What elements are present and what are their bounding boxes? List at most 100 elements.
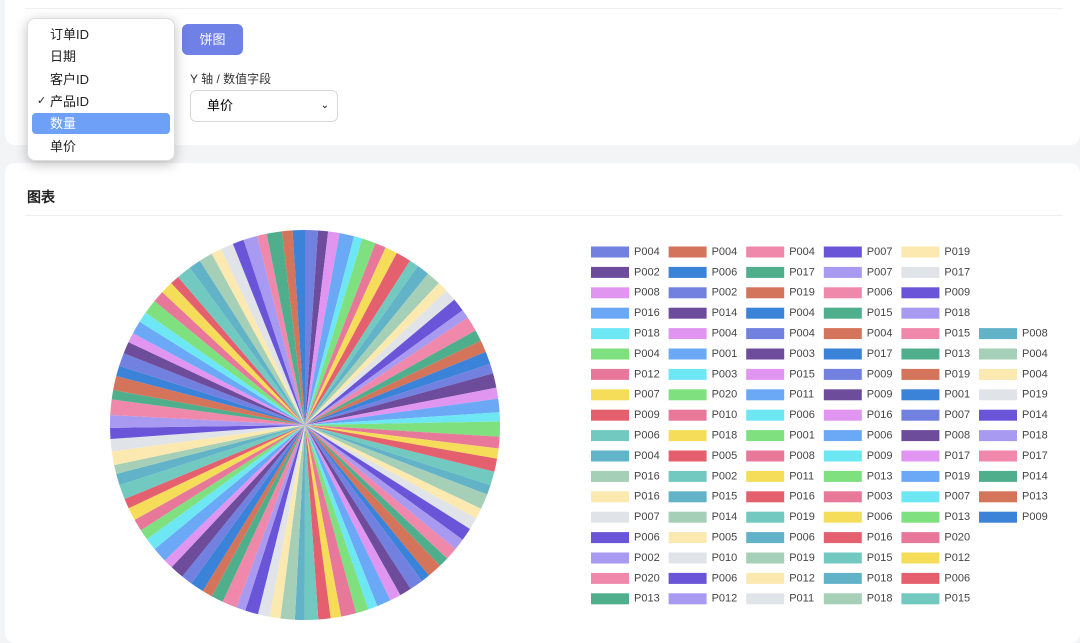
controls-card: 饼图 Y 轴 / 数值字段 单价 ⌄ xyxy=(5,0,1080,145)
legend-label: P018 xyxy=(867,572,893,584)
legend-label: P006 xyxy=(944,572,970,584)
legend-label: P016 xyxy=(867,409,893,421)
pie-slice xyxy=(305,299,463,425)
pie-slice xyxy=(119,353,306,425)
pie-slice xyxy=(134,425,305,531)
legend-swatch xyxy=(901,450,940,462)
legend-swatch xyxy=(901,287,940,299)
legend-swatch xyxy=(591,593,629,605)
pie-slice xyxy=(128,333,305,425)
pie-slice xyxy=(243,235,305,425)
pie-slice xyxy=(305,230,329,425)
legend-label: P006 xyxy=(867,430,893,442)
legend-label: P013 xyxy=(944,348,970,360)
legend-swatch xyxy=(823,287,862,299)
legend-label: P019 xyxy=(789,287,815,299)
legend-label: P001 xyxy=(789,430,815,442)
legend-swatch xyxy=(746,491,785,503)
legend-label: P013 xyxy=(1022,491,1048,503)
legend-swatch xyxy=(668,266,707,278)
legend-swatch xyxy=(746,307,785,319)
pie-slice xyxy=(305,425,477,529)
legend-label: P004 xyxy=(712,246,738,258)
legend-label: P004 xyxy=(634,246,660,258)
pie-slice xyxy=(145,301,305,425)
dropdown-option[interactable]: 单价 xyxy=(32,136,170,157)
legend-swatch xyxy=(901,532,940,544)
legend-label: P014 xyxy=(1022,409,1048,421)
legend-swatch xyxy=(746,328,785,340)
legend-label: P019 xyxy=(944,470,970,482)
pie-slice xyxy=(119,425,305,499)
legend-label: P004 xyxy=(789,246,815,258)
legend-swatch xyxy=(823,266,862,278)
legend-swatch xyxy=(746,572,785,584)
legend-label: P001 xyxy=(712,348,738,360)
legend-label: P015 xyxy=(867,552,893,564)
pie-slice xyxy=(305,243,386,425)
legend-swatch xyxy=(591,532,629,544)
divider xyxy=(25,8,1063,9)
legend-label: P003 xyxy=(789,348,815,360)
pie-slice xyxy=(305,425,500,449)
pie-slice xyxy=(189,260,305,425)
pie-slice xyxy=(114,425,305,474)
pie-slice xyxy=(305,231,340,425)
legend-swatch xyxy=(668,470,707,482)
pie-slice xyxy=(305,425,463,549)
legend-label: P002 xyxy=(634,266,660,278)
legend-label: P017 xyxy=(867,348,893,360)
pie-slice xyxy=(269,425,305,619)
pie-slice xyxy=(110,399,306,425)
pie-slice xyxy=(305,425,357,617)
legend-swatch xyxy=(979,348,1017,360)
legend-swatch xyxy=(746,409,785,421)
legend-swatch xyxy=(979,409,1017,421)
legend-label: P001 xyxy=(944,389,970,401)
pie-slice xyxy=(146,425,305,550)
legend-swatch xyxy=(901,552,940,564)
pie-button[interactable]: 饼图 xyxy=(182,24,243,55)
legend-label: P006 xyxy=(789,532,815,544)
legend-label: P017 xyxy=(789,266,815,278)
legend-swatch xyxy=(823,470,862,482)
pie-slice xyxy=(305,425,411,596)
legend-label: P012 xyxy=(634,368,660,380)
dropdown-option[interactable]: 订单ID xyxy=(32,24,170,45)
legend-label: P006 xyxy=(712,572,738,584)
legend-swatch xyxy=(591,287,629,299)
legend-swatch xyxy=(746,287,785,299)
legend-label: P004 xyxy=(634,450,660,462)
legend-label: P006 xyxy=(789,409,815,421)
pie-slice xyxy=(202,425,305,597)
pie-slice xyxy=(266,231,305,425)
dropdown-option[interactable]: 数量 xyxy=(32,113,170,135)
legend-label: P007 xyxy=(634,511,660,523)
legend-label: P019 xyxy=(944,368,970,380)
legend-swatch xyxy=(979,450,1017,462)
legend-label: P004 xyxy=(634,348,660,360)
legend-swatch xyxy=(979,470,1017,482)
legend-swatch xyxy=(823,593,862,605)
legend-swatch xyxy=(901,328,940,340)
pie-slice xyxy=(199,253,305,425)
dropdown-option[interactable]: 日期 xyxy=(32,46,170,67)
pie-slice xyxy=(305,421,500,437)
y-field-select[interactable]: 单价 ⌄ xyxy=(190,90,338,122)
divider xyxy=(25,215,1063,216)
legend-swatch xyxy=(823,532,862,544)
pie-slice xyxy=(164,425,305,568)
pie-slice xyxy=(305,387,499,425)
pie-slice xyxy=(305,233,355,425)
dropdown-option[interactable]: ✓ 产品ID xyxy=(32,91,170,112)
pie-slice xyxy=(191,425,305,592)
legend-swatch xyxy=(591,511,629,523)
legend-swatch xyxy=(668,593,707,605)
legend-label: P007 xyxy=(867,246,893,258)
pie-slice xyxy=(294,425,305,620)
legend-swatch xyxy=(668,328,707,340)
legend-swatch xyxy=(979,491,1017,503)
legend-label: P013 xyxy=(944,511,970,523)
legend-swatch xyxy=(591,572,629,584)
dropdown-option[interactable]: 客户ID xyxy=(32,69,170,90)
